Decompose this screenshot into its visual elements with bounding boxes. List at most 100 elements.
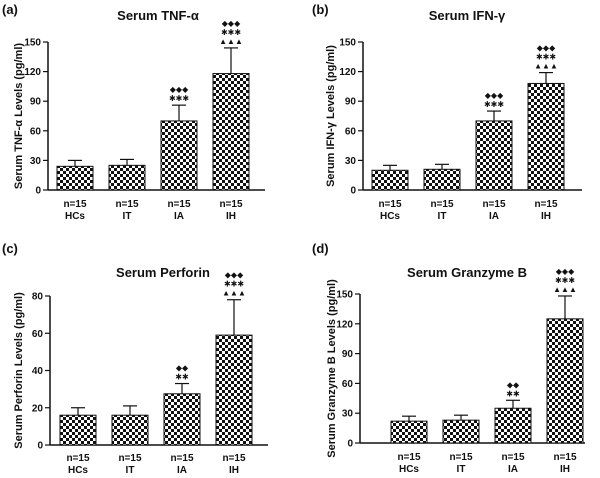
n-label: n=15 <box>66 453 90 464</box>
y-tick-label: 40 <box>32 366 44 377</box>
significance-marker: ◆◆◆ <box>485 91 504 100</box>
significance-marker: ✱✱✱ <box>536 53 556 62</box>
bar-IT <box>108 164 146 191</box>
n-label: n=15 <box>501 452 525 463</box>
y-tick-label: 60 <box>345 126 357 137</box>
significance-marker: ◆◆◆ <box>222 19 241 28</box>
significance-marker: ▲▲▲ <box>553 285 577 294</box>
n-label: n=15 <box>118 453 142 464</box>
y-tick-label: 120 <box>336 319 353 330</box>
x-tick-label: IT <box>123 211 132 222</box>
bar-IA <box>494 407 532 444</box>
y-tick-label: 120 <box>24 67 41 78</box>
x-tick-label: IA <box>508 464 518 475</box>
chart-title: Serum Perforin <box>116 265 210 280</box>
y-tick-label: 0 <box>347 439 353 450</box>
x-tick-label: HCs <box>65 211 85 222</box>
significance-marker: ▲▲▲ <box>219 37 243 46</box>
n-label: n=15 <box>397 452 421 463</box>
x-tick-label: HCs <box>68 465 88 476</box>
n-label: n=15 <box>553 452 577 463</box>
bar-HCs <box>390 420 428 444</box>
x-tick-label: IA <box>489 211 499 222</box>
y-tick-label: 60 <box>342 379 354 390</box>
significance-marker: ✱✱✱ <box>555 276 575 285</box>
n-label: n=15 <box>449 452 473 463</box>
chart-title: Serum IFN-γ <box>429 8 506 23</box>
bar-IT <box>111 414 149 446</box>
significance-marker: ◆◆◆ <box>225 271 244 280</box>
y-tick-label: 120 <box>339 67 356 78</box>
panel-label: (a) <box>2 2 18 17</box>
n-label: n=15 <box>534 199 558 210</box>
significance-marker: ◆◆ <box>507 380 520 389</box>
y-tick-label: 60 <box>32 329 44 340</box>
y-tick-label: 90 <box>342 349 354 360</box>
bar-IA <box>163 393 201 446</box>
n-label: n=15 <box>115 199 139 210</box>
significance-marker: ✱✱ <box>506 389 520 398</box>
y-tick-label: 30 <box>345 156 357 167</box>
x-tick-label: IH <box>226 211 236 222</box>
chart-title: Serum TNF-α <box>117 8 199 23</box>
significance-marker: ◆◆◆ <box>170 85 189 94</box>
n-label: n=15 <box>482 199 506 210</box>
y-tick-label: 80 <box>32 292 44 303</box>
y-axis-label: Serum TNF-α Levels (pg/ml) <box>13 43 25 189</box>
bar-IH <box>527 82 565 191</box>
y-tick-label: 60 <box>30 126 42 137</box>
significance-marker: ✱✱✱ <box>224 280 244 289</box>
bar-IA <box>475 120 513 191</box>
y-axis-label: Serum Granzyme B Levels (pg/ml) <box>326 279 338 458</box>
significance-marker: ✱✱✱ <box>169 94 189 103</box>
y-tick-label: 90 <box>345 97 357 108</box>
bar-IT <box>423 168 461 191</box>
significance-marker: ✱✱✱ <box>484 100 504 109</box>
bar-IH <box>215 334 253 446</box>
y-tick-label: 30 <box>30 156 42 167</box>
significance-marker: ◆◆◆ <box>556 267 575 276</box>
y-axis-label: Serum Perforin Levels (pg/ml) <box>13 292 25 449</box>
y-tick-label: 90 <box>30 97 42 108</box>
n-label: n=15 <box>219 199 243 210</box>
bar-HCs <box>56 165 94 191</box>
n-label: n=15 <box>167 199 191 210</box>
y-tick-label: 0 <box>37 441 43 452</box>
bar-IH <box>546 318 584 444</box>
x-tick-label: IT <box>457 464 466 475</box>
n-label: n=15 <box>378 199 402 210</box>
bar-IH <box>212 73 250 191</box>
chart-title: Serum Granzyme B <box>407 265 527 280</box>
y-tick-label: 0 <box>350 186 356 197</box>
y-tick-label: 0 <box>35 186 41 197</box>
y-tick-label: 150 <box>339 38 356 49</box>
bar-IA <box>160 120 198 191</box>
bar-IT <box>442 419 480 444</box>
significance-marker: ◆◆◆ <box>537 44 556 53</box>
n-label: n=15 <box>430 199 454 210</box>
y-tick-label: 150 <box>24 38 41 49</box>
x-tick-label: IH <box>560 464 570 475</box>
significance-marker: ✱✱✱ <box>221 28 241 37</box>
x-tick-label: IT <box>126 465 135 476</box>
x-tick-label: HCs <box>380 211 400 222</box>
significance-marker: ▲▲▲ <box>534 62 558 71</box>
y-tick-label: 30 <box>342 409 354 420</box>
x-tick-label: HCs <box>399 464 419 475</box>
panel-label: (b) <box>312 2 329 17</box>
significance-marker: ▲▲▲ <box>222 289 246 298</box>
y-tick-label: 150 <box>336 290 353 301</box>
n-label: n=15 <box>222 453 246 464</box>
bar-HCs <box>371 169 409 191</box>
n-label: n=15 <box>63 199 87 210</box>
x-tick-label: IH <box>229 465 239 476</box>
x-tick-label: IH <box>541 211 551 222</box>
bar-HCs <box>59 414 97 446</box>
panel-label: (d) <box>312 241 329 256</box>
n-label: n=15 <box>170 453 194 464</box>
y-axis-label: Serum IFN-γ Levels (pg/ml) <box>325 45 337 187</box>
x-tick-label: IT <box>438 211 447 222</box>
x-tick-label: IA <box>177 465 187 476</box>
significance-marker: ◆◆ <box>176 364 189 373</box>
